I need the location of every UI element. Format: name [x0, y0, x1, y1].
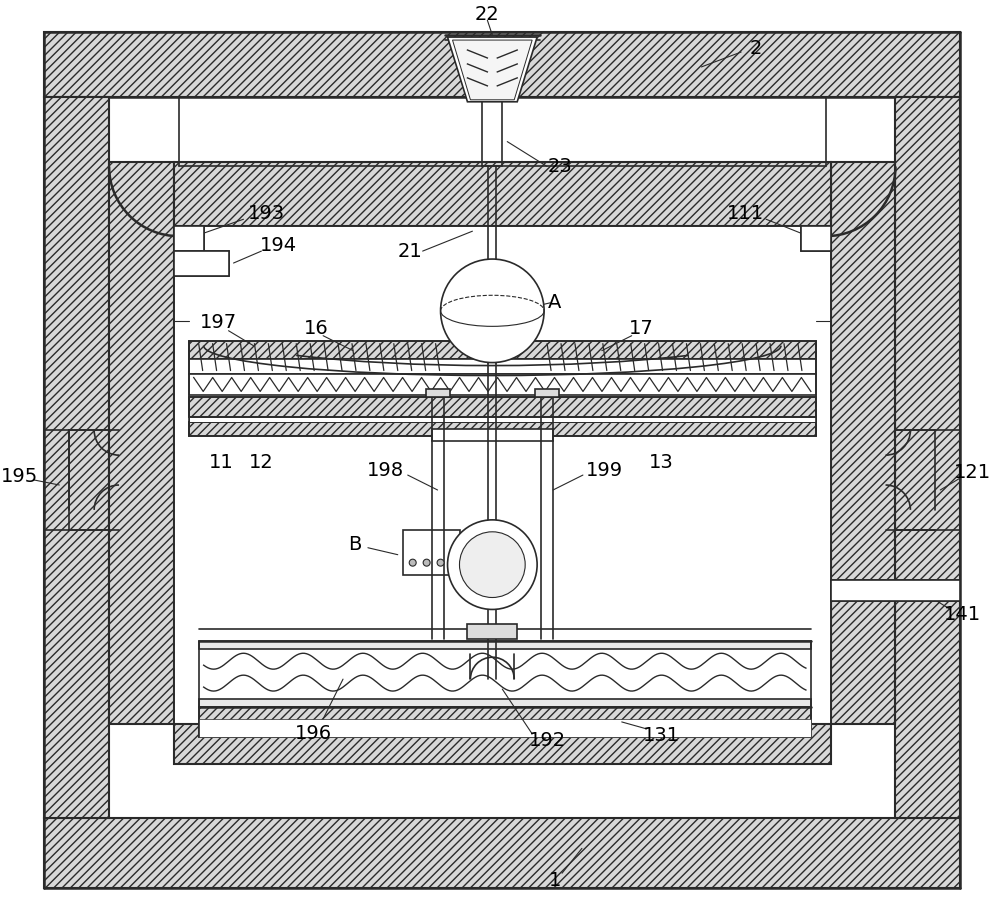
Text: 121: 121 — [954, 462, 991, 482]
Bar — [801, 227, 831, 251]
Bar — [174, 227, 831, 724]
Circle shape — [409, 559, 416, 566]
Bar — [109, 161, 174, 724]
Bar — [189, 341, 816, 358]
Text: 12: 12 — [249, 452, 274, 472]
Text: B: B — [348, 535, 362, 554]
Text: 194: 194 — [260, 236, 297, 254]
Bar — [109, 161, 174, 724]
Bar — [174, 251, 229, 276]
Bar — [189, 341, 816, 358]
Text: 197: 197 — [200, 313, 237, 332]
Text: 193: 193 — [248, 204, 285, 223]
Bar — [895, 97, 960, 819]
Bar — [174, 724, 831, 764]
Text: 23: 23 — [548, 157, 572, 176]
Bar — [535, 390, 559, 398]
Text: 192: 192 — [529, 731, 566, 751]
Text: 1: 1 — [549, 870, 561, 890]
Bar — [199, 699, 811, 707]
Bar — [44, 819, 960, 888]
Bar — [432, 429, 553, 441]
Bar — [174, 161, 831, 227]
Text: 16: 16 — [304, 320, 329, 338]
Bar — [189, 423, 816, 437]
Bar — [44, 32, 960, 97]
Bar — [189, 398, 816, 417]
Polygon shape — [448, 37, 537, 102]
Polygon shape — [453, 40, 532, 99]
Circle shape — [448, 519, 537, 610]
Text: 131: 131 — [643, 727, 680, 745]
Text: 198: 198 — [367, 460, 404, 480]
Bar — [189, 358, 816, 374]
Text: 141: 141 — [944, 605, 981, 624]
Circle shape — [441, 259, 544, 363]
Bar — [831, 161, 895, 724]
Bar — [109, 97, 895, 819]
Circle shape — [423, 559, 430, 566]
Circle shape — [459, 531, 525, 598]
Bar — [199, 641, 811, 649]
Text: 21: 21 — [397, 241, 422, 261]
Bar — [426, 390, 450, 398]
Text: 196: 196 — [295, 725, 332, 743]
Bar — [174, 161, 831, 227]
Text: 195: 195 — [1, 467, 38, 485]
Text: 111: 111 — [727, 204, 764, 223]
Text: 13: 13 — [649, 452, 674, 472]
Bar — [199, 719, 811, 737]
Bar — [189, 423, 816, 437]
Text: 17: 17 — [629, 320, 654, 338]
Bar — [199, 707, 811, 737]
Text: 199: 199 — [586, 460, 623, 480]
Bar — [174, 724, 831, 764]
Bar — [189, 398, 816, 417]
Bar — [831, 579, 960, 601]
Text: 11: 11 — [209, 452, 234, 472]
Bar — [174, 227, 204, 251]
Text: 2: 2 — [750, 39, 762, 57]
Bar — [467, 624, 517, 639]
Circle shape — [437, 559, 444, 566]
Text: 22: 22 — [475, 5, 500, 24]
Bar — [403, 530, 460, 575]
Bar — [44, 97, 109, 819]
Text: A: A — [547, 294, 561, 312]
Bar — [189, 374, 816, 395]
Bar — [199, 707, 811, 737]
Bar — [831, 161, 895, 724]
Bar — [189, 417, 816, 423]
